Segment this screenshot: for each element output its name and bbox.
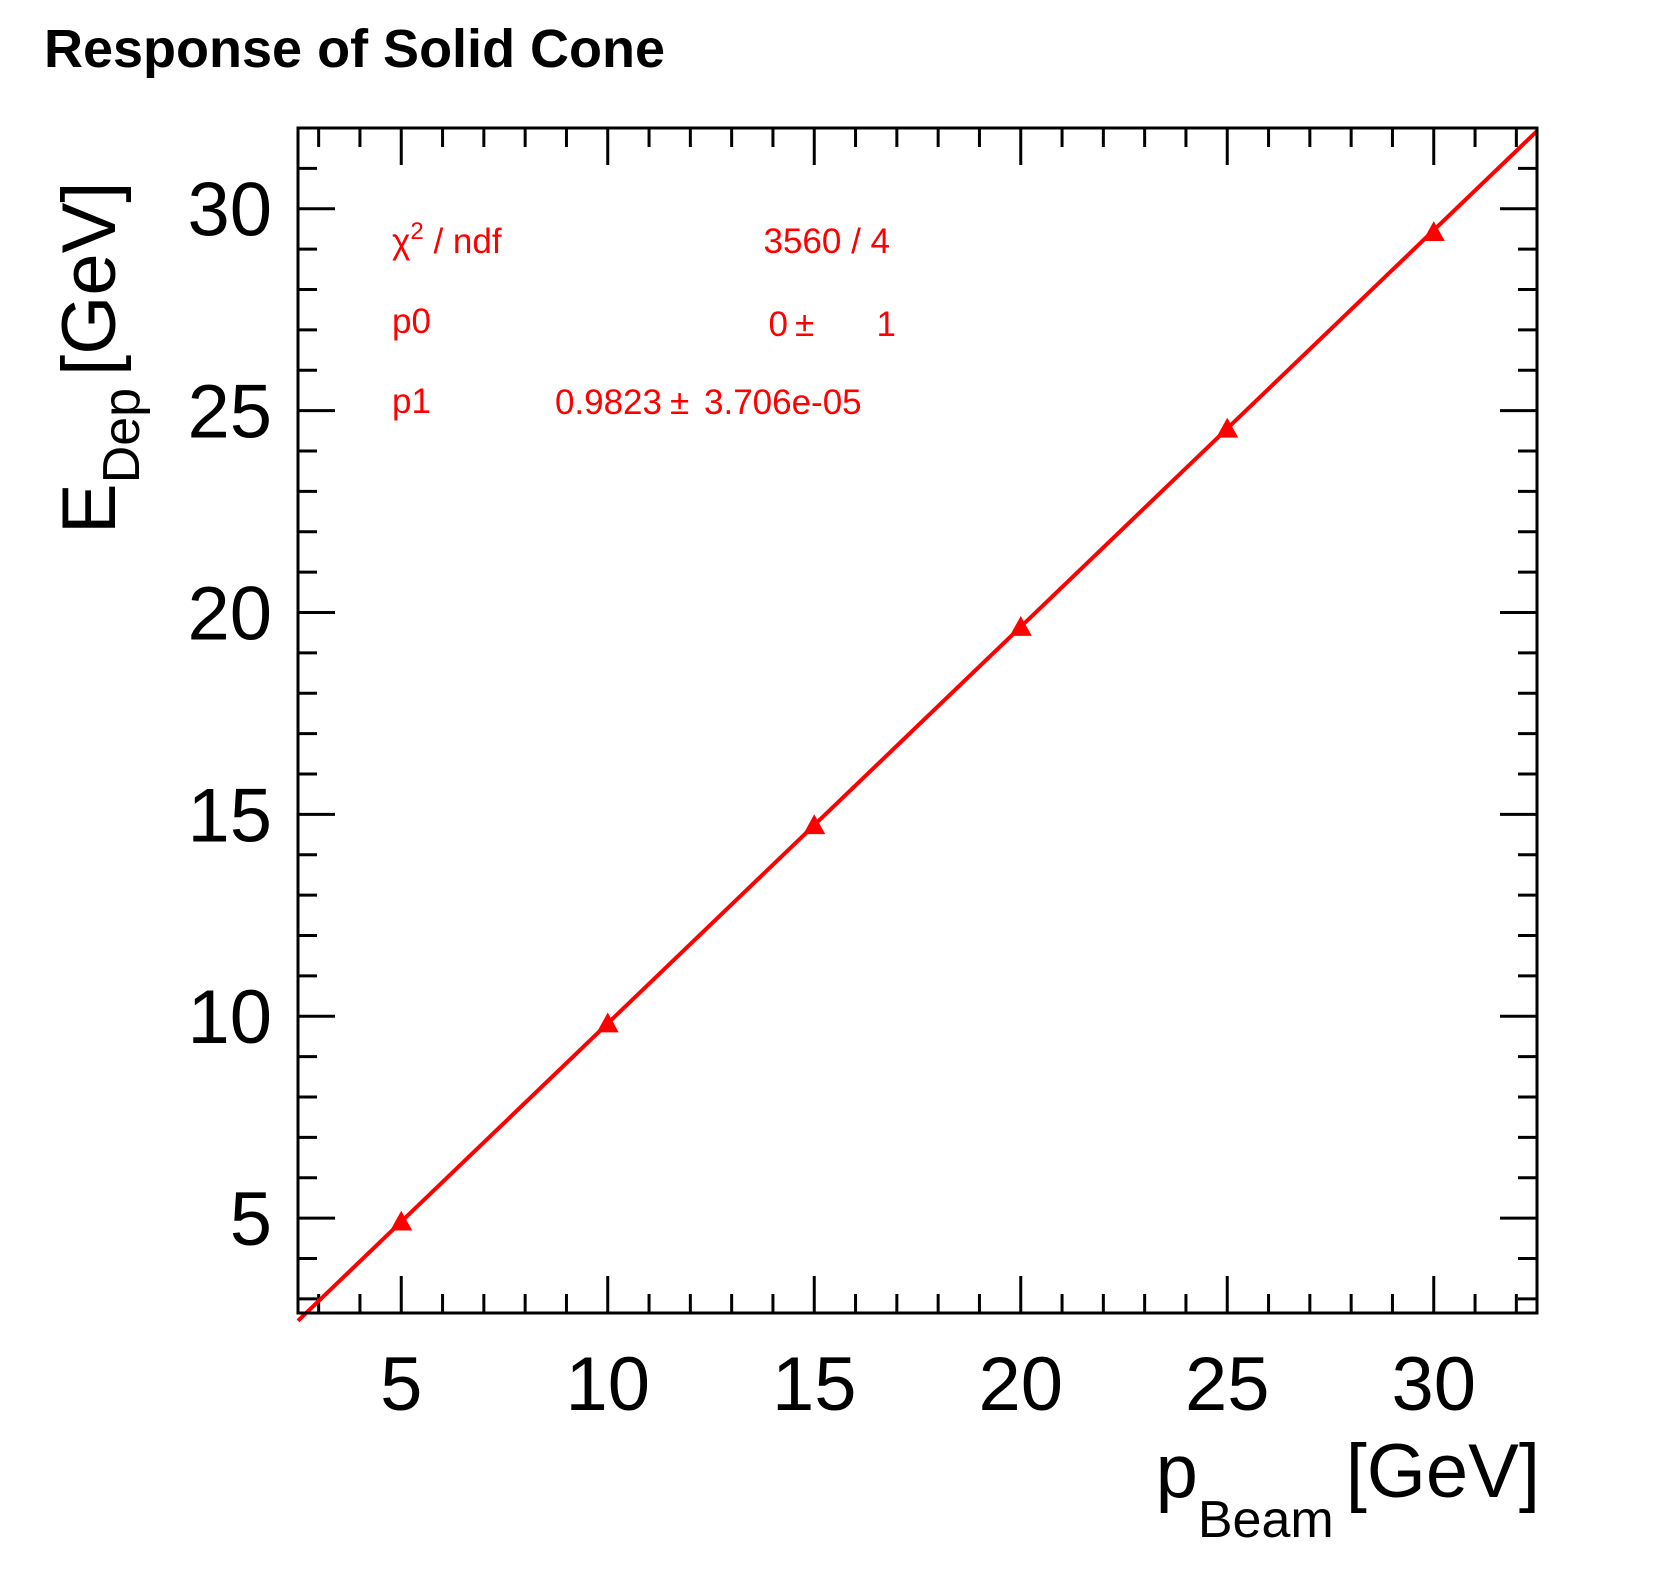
p1-value: 0.9823	[555, 383, 662, 422]
x-tick-label: 30	[1391, 1342, 1476, 1427]
fit-line	[296, 129, 1539, 1323]
chi2-superscript: 2	[410, 218, 423, 245]
plot-frame	[296, 126, 1539, 1315]
y-tick-label: 30	[187, 168, 272, 253]
y-axis-label-main: E	[47, 483, 132, 534]
x-tick-label: 10	[565, 1342, 650, 1427]
x-tick-label: 5	[380, 1342, 422, 1427]
chi-symbol: χ	[392, 222, 410, 261]
y-axis-label-sub: Dep	[93, 388, 151, 483]
y-tick-label: 10	[187, 975, 272, 1060]
x-tick-label: 15	[772, 1342, 857, 1427]
y-tick-label: 25	[187, 370, 272, 455]
chi2-label: χ2 / ndf	[392, 218, 502, 261]
y-tick-label: 20	[187, 571, 272, 656]
x-tick-labels: 5 10 15 20 25 30	[380, 1342, 1476, 1427]
y-tick-label: 15	[187, 773, 272, 858]
minor-ticks	[298, 126, 1537, 1313]
p0-label: p0	[392, 302, 431, 341]
chart-title: Response of Solid Cone	[44, 19, 665, 79]
y-tick-label: 5	[230, 1177, 272, 1262]
fit-stats-box: χ2 / ndf 3560 / 4 p0 0 ± 1 p1 0.9823 ± 3…	[392, 218, 896, 422]
data-point	[1009, 616, 1032, 636]
x-axis-label-sub: Beam	[1198, 1491, 1334, 1549]
x-axis-label: pBeam[GeV]	[1156, 1429, 1540, 1549]
data-point	[803, 814, 826, 835]
y-axis-label: EDep [GeV]	[47, 182, 151, 534]
p0-value: 0	[769, 305, 788, 344]
data-point	[1422, 221, 1445, 241]
chi2-value: 3560 / 4	[764, 222, 891, 261]
y-axis-label-unit: [GeV]	[47, 182, 132, 376]
p1-error: 3.706e-05	[704, 383, 862, 422]
x-axis-label-main: p	[1156, 1429, 1198, 1514]
data-markers	[390, 221, 1445, 1231]
p1-label: p1	[392, 382, 431, 421]
y-tick-labels: 5 10 15 20 25 30	[187, 168, 272, 1262]
p1-pm: ±	[670, 383, 689, 422]
data-point	[1216, 417, 1239, 438]
p0-pm: ±	[795, 305, 814, 344]
major-ticks	[298, 128, 1537, 1313]
x-axis-label-unit: [GeV]	[1346, 1429, 1540, 1514]
data-point	[390, 1210, 413, 1231]
x-tick-label: 20	[978, 1342, 1063, 1427]
data-point	[596, 1012, 619, 1033]
p0-error: 1	[877, 305, 896, 344]
x-tick-label: 25	[1185, 1342, 1270, 1427]
chi2-ndf-text: / ndf	[424, 222, 502, 261]
